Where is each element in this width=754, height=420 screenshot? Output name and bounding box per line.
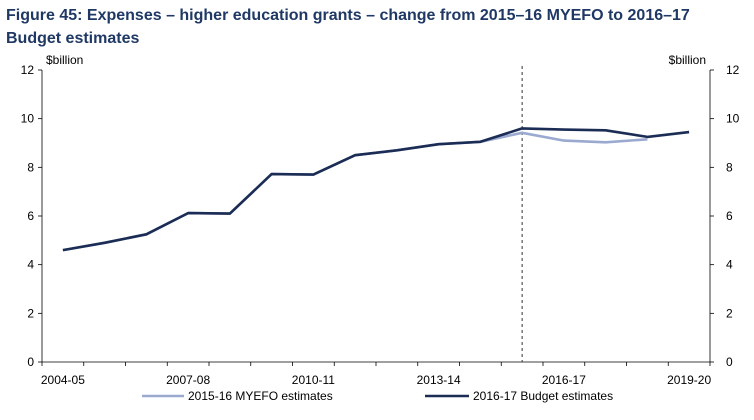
y-tick-label-left: 0 — [27, 355, 34, 369]
y-tick-label-right: 8 — [726, 160, 733, 174]
y-tick-label-left: 4 — [27, 258, 34, 272]
chart-legend: 2015-16 MYEFO estimates 2016-17 Budget es… — [142, 389, 613, 403]
legend-label-2: 2016-17 Budget estimates — [473, 389, 613, 403]
x-tick-label: 2016-17 — [542, 373, 586, 387]
legend-label-1: 2015-16 MYEFO estimates — [188, 389, 333, 403]
y-tick-label-left: 10 — [21, 112, 35, 126]
y-tick-label-left: 2 — [27, 306, 34, 320]
x-tick-label: 2007-08 — [166, 373, 210, 387]
chart-title: Figure 45: Expenses – higher education g… — [6, 7, 690, 47]
y-unit-label-left: $billion — [46, 53, 83, 67]
y-tick-label-left: 8 — [27, 160, 34, 174]
chart-axes — [41, 70, 711, 363]
chart-ticks: 0 0 2 2 4 4 6 6 8 8 10 10 12 12 $billion $billion 2004-0… — [21, 53, 740, 387]
series-line-2 — [62, 127, 690, 252]
x-tick-label: 2004-05 — [41, 373, 85, 387]
y-tick-label-right: 10 — [726, 112, 740, 126]
x-tick-label: 2019-20 — [667, 373, 711, 387]
x-tick-label: 2010-11 — [292, 373, 335, 387]
x-tick-label: 2013-14 — [417, 373, 461, 387]
y-tick-label-right: 4 — [726, 258, 733, 272]
y-unit-label-right: $billion — [669, 53, 706, 67]
y-tick-label-right: 0 — [726, 355, 733, 369]
y-tick-label-left: 12 — [21, 63, 35, 77]
y-tick-label-left: 6 — [27, 209, 34, 223]
y-tick-label-right: 2 — [726, 306, 733, 320]
y-tick-label-right: 12 — [726, 63, 740, 77]
chart-lines — [62, 66, 690, 362]
y-tick-label-right: 6 — [726, 209, 733, 223]
